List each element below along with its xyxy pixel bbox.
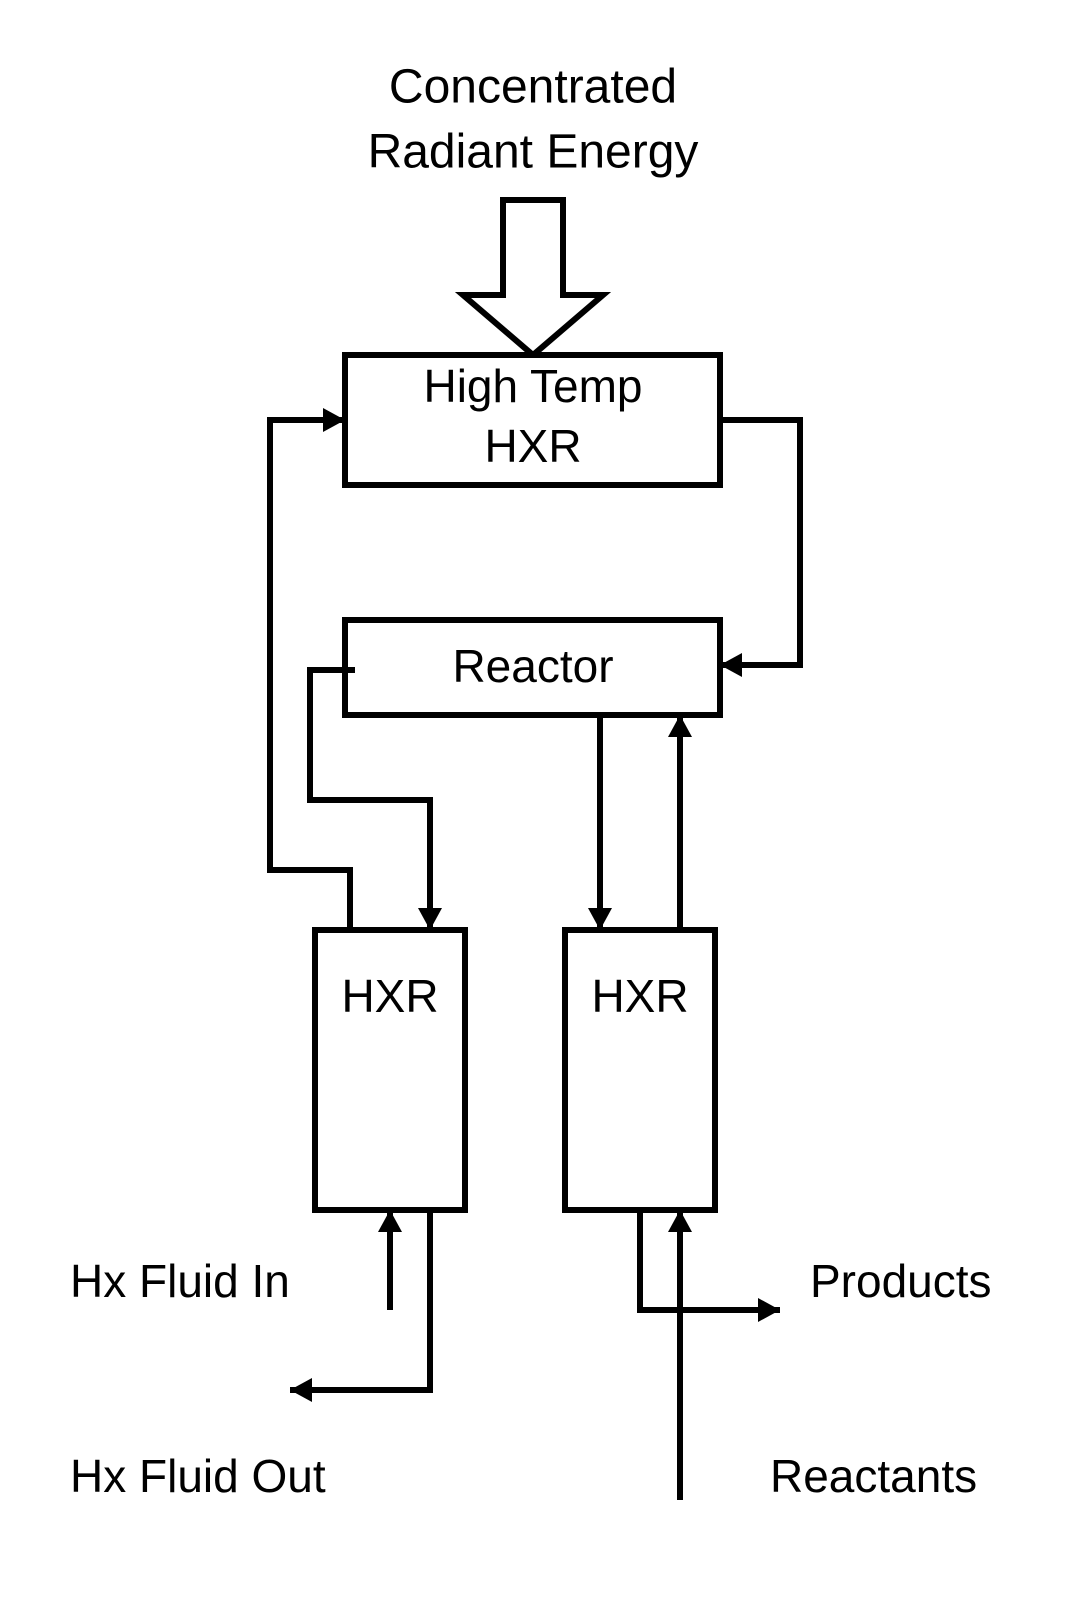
node-reactor-label: Reactor [452,640,613,692]
arrowhead [418,908,442,930]
radiant-energy-arrow [463,200,603,355]
arrowhead [668,1210,692,1232]
arrowhead [290,1378,312,1402]
arrowhead [378,1210,402,1232]
label-hx_fluid_out: Hx Fluid Out [70,1450,326,1502]
edge-hxr_right_products_out [640,1210,780,1310]
arrowhead [588,908,612,930]
title-line2: Radiant Energy [368,126,699,179]
label-products: Products [810,1255,992,1307]
node-high_temp_hxr-label2: HXR [484,420,581,472]
arrowhead [720,653,742,677]
node-hxr_right-label: HXR [591,970,688,1022]
edge-hxr_left_bottom_out [290,1210,430,1390]
title-line1: Concentrated [389,61,677,114]
node-hxr_left-label: HXR [341,970,438,1022]
arrowhead [323,408,345,432]
node-high_temp_hxr-label1: High Temp [423,360,642,412]
edge-hightemp_out_to_reactor_in [720,420,800,665]
arrowhead [758,1298,780,1322]
arrowhead [668,715,692,737]
label-reactants: Reactants [770,1450,977,1502]
label-hx_fluid_in: Hx Fluid In [70,1255,290,1307]
